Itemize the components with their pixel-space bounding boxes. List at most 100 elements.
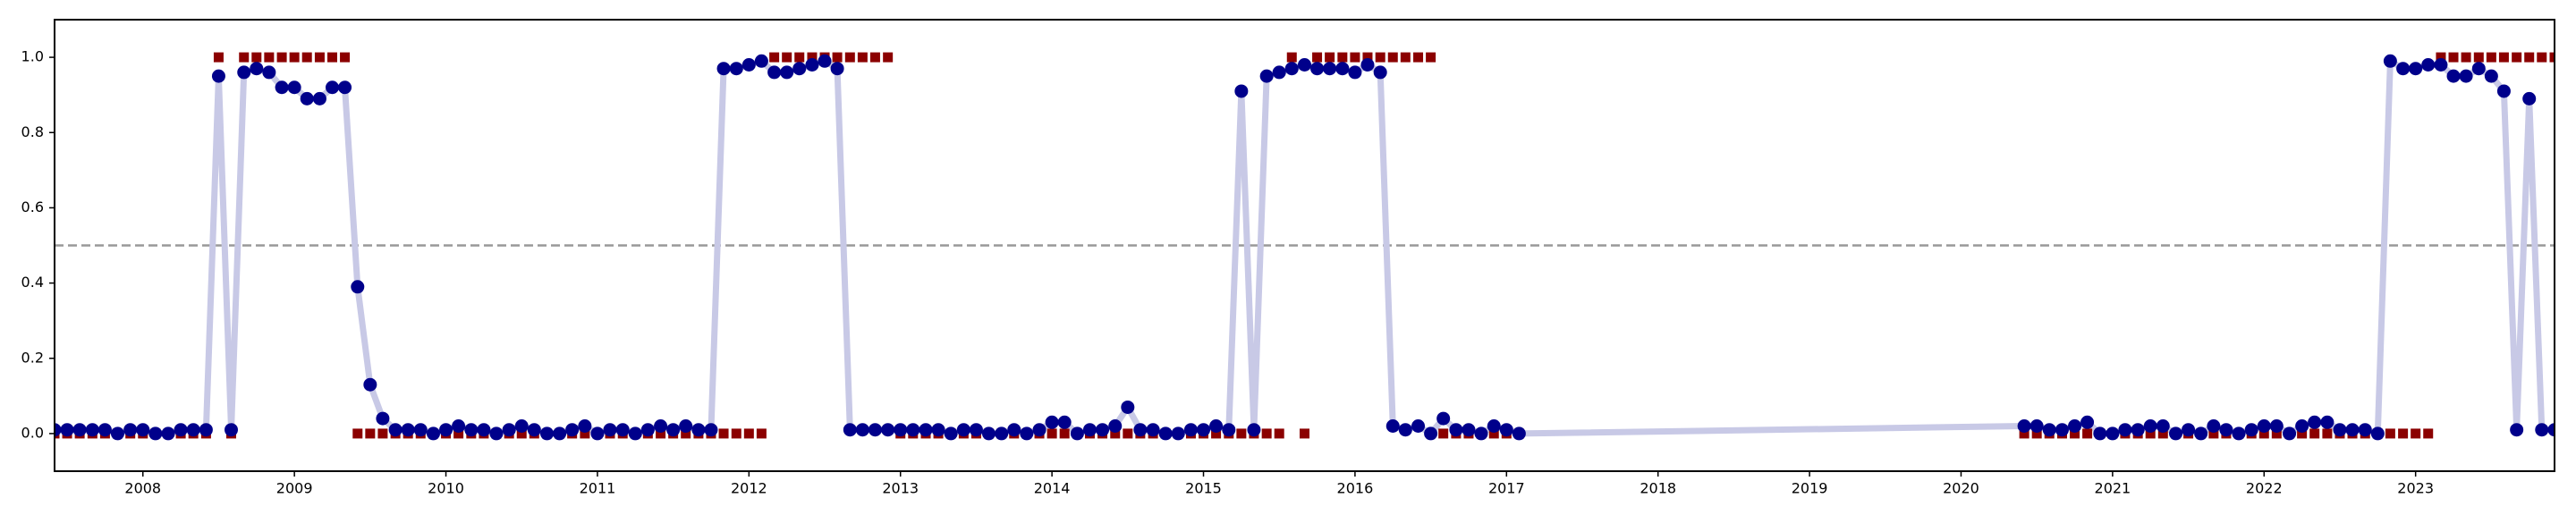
label-marker	[301, 52, 312, 63]
probability-marker	[2244, 423, 2258, 437]
probability-marker	[1197, 423, 1211, 437]
probability-marker	[2207, 419, 2221, 433]
probability-marker	[426, 426, 440, 441]
probability-marker	[995, 426, 1009, 441]
probability-marker	[2522, 91, 2537, 106]
probability-marker	[527, 423, 541, 437]
x-tick-label: 2008	[124, 480, 161, 497]
probability-marker	[55, 423, 62, 437]
label-marker	[883, 52, 894, 63]
probability-marker	[123, 423, 138, 437]
probability-marker	[691, 423, 706, 437]
probability-marker	[944, 426, 958, 441]
label-marker	[2411, 428, 2421, 439]
label-marker	[2070, 428, 2080, 439]
probability-marker	[2106, 426, 2120, 441]
label-marker	[2208, 428, 2219, 439]
probability-marker	[237, 65, 251, 80]
label-marker	[326, 52, 337, 63]
probability-marker	[2409, 62, 2423, 76]
label-marker	[807, 52, 818, 63]
probability-marker	[2434, 58, 2448, 72]
probability-marker	[1411, 419, 1426, 433]
probability-marker	[1020, 426, 1034, 441]
probability-marker	[615, 423, 630, 437]
probability-marker	[2535, 423, 2549, 437]
probability-marker	[2383, 54, 2397, 68]
probability-marker	[2269, 419, 2284, 433]
probability-marker	[477, 423, 491, 437]
label-marker	[844, 52, 855, 63]
probability-marker	[2042, 423, 2056, 437]
label-marker	[2473, 52, 2484, 63]
label-marker	[1387, 52, 1398, 63]
label-marker	[580, 428, 590, 439]
label-marker	[681, 428, 691, 439]
probability-marker	[1298, 58, 1311, 72]
probability-marker	[2345, 423, 2360, 437]
probability-marker	[363, 377, 377, 392]
label-marker	[2398, 428, 2409, 439]
probability-marker	[300, 91, 314, 106]
probability-marker	[1284, 62, 1299, 76]
probability-marker	[1449, 423, 1463, 437]
probability-marker	[565, 423, 580, 437]
y-tick-label: 0.2	[21, 349, 44, 366]
x-tick-label: 2019	[1792, 480, 1828, 497]
probability-marker	[931, 423, 945, 437]
probability-marker	[881, 423, 895, 437]
probability-marker	[654, 419, 668, 433]
y-tick-label: 0.0	[21, 424, 44, 441]
probability-marker	[767, 65, 782, 80]
label-marker	[289, 52, 300, 63]
label-marker	[2423, 428, 2434, 439]
probability-marker	[2333, 423, 2347, 437]
probability-marker	[2421, 58, 2436, 72]
label-marker	[1046, 428, 1057, 439]
probability-marker	[981, 426, 996, 441]
probability-marker	[2358, 423, 2372, 437]
probability-marker	[1222, 423, 1236, 437]
label-marker	[2524, 52, 2535, 63]
label-marker	[2461, 52, 2471, 63]
probability-marker	[2257, 419, 2271, 433]
plot-area	[0, 52, 2555, 441]
probability-marker	[830, 62, 844, 76]
probability-marker	[1007, 423, 1021, 437]
x-tick-label: 2009	[276, 480, 313, 497]
label-marker	[340, 52, 351, 63]
label-marker	[2486, 52, 2496, 63]
label-marker	[718, 428, 729, 439]
probability-marker	[199, 423, 213, 437]
probability-marker	[376, 411, 390, 426]
probability-marker	[2510, 423, 2524, 437]
probability-marker	[2093, 426, 2107, 441]
probability-marker	[1158, 426, 1173, 441]
probability-marker	[1133, 423, 1148, 437]
probability-marker	[325, 80, 339, 95]
label-marker	[0, 428, 10, 438]
label-marker	[1059, 428, 1070, 439]
probability-marker	[1499, 423, 1513, 437]
probability-marker	[818, 54, 832, 68]
probability-marker	[1032, 423, 1046, 437]
probability-marker	[1323, 62, 1337, 76]
probability-marker	[388, 423, 402, 437]
probability-marker	[1512, 426, 1526, 441]
probability-marker	[1310, 62, 1325, 76]
probability-marker	[1082, 423, 1097, 437]
x-tick-label: 2010	[428, 480, 464, 497]
probability-marker	[110, 426, 124, 441]
probability-marker	[2219, 423, 2233, 437]
probability-marker	[1259, 69, 1274, 83]
probability-marker	[136, 423, 150, 437]
probability-marker	[2080, 415, 2095, 429]
label-marker	[1362, 52, 1373, 63]
probability-marker	[2029, 419, 2044, 433]
label-marker	[2157, 428, 2168, 439]
probability-marker	[855, 423, 869, 437]
probability-marker	[2118, 423, 2132, 437]
label-marker	[1300, 428, 1309, 439]
probability-marker	[906, 423, 920, 437]
